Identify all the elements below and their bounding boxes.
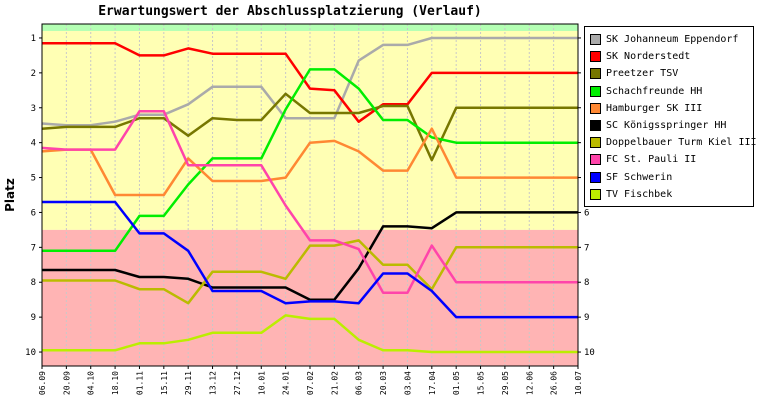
legend-label: Preetzer TSV xyxy=(606,68,679,80)
legend-swatch xyxy=(590,171,601,183)
series-line-2 xyxy=(41,92,578,162)
x-tick-label: 10.01 xyxy=(257,371,266,395)
y-tick-label-left: 2 xyxy=(31,69,36,79)
x-tick-label: 13.12 xyxy=(209,371,218,395)
x-tick-label: 04.10 xyxy=(87,371,96,395)
series-line-0 xyxy=(41,36,578,127)
x-tick-label: 26.06 xyxy=(550,371,559,395)
legend-item: SK Norderstedt xyxy=(585,48,753,65)
x-tick-label: 29.11 xyxy=(184,371,193,395)
y-tick-label-left: 5 xyxy=(31,174,36,184)
x-tick-label: 17.04 xyxy=(428,371,437,395)
x-tick-label: 15.11 xyxy=(160,371,169,395)
legend-label: SK Norderstedt xyxy=(606,51,691,63)
x-tick-label: 21.02 xyxy=(330,371,339,395)
legend-swatch xyxy=(590,34,601,46)
x-tick-label: 29.05 xyxy=(501,371,510,395)
legend-swatch xyxy=(590,51,601,63)
y-tick-label-left: 6 xyxy=(31,208,36,218)
legend-item: FC St. Pauli II xyxy=(585,151,753,168)
y-tick-label-right: 6 xyxy=(584,208,589,218)
y-tick-label-right: 9 xyxy=(584,313,589,323)
x-tick-label: 07.02 xyxy=(306,371,315,395)
legend-item: SF Schwerin xyxy=(585,169,753,186)
x-tick-label: 12.06 xyxy=(525,371,534,395)
legend-swatch xyxy=(590,102,601,114)
chart-title: Erwartungswert der Abschlussplatzierung … xyxy=(98,4,482,19)
x-tick-label: 06.09 xyxy=(38,371,47,395)
x-tick-label: 18.10 xyxy=(111,371,120,395)
x-tick-label: 10.07 xyxy=(574,371,583,395)
y-axis-label: Platz xyxy=(3,178,17,212)
legend-swatch xyxy=(590,85,601,97)
series-line-4 xyxy=(41,127,578,197)
series-line-8 xyxy=(42,200,578,319)
legend-label: Doppelbauer Turm Kiel III xyxy=(606,137,757,149)
series-line-7 xyxy=(41,109,578,294)
y-tick-label-right: 10 xyxy=(584,348,595,358)
series-line-1 xyxy=(42,41,578,123)
legend-swatch xyxy=(590,68,601,80)
legend-label: FC St. Pauli II xyxy=(606,154,697,166)
legend-item: SC Königsspringer HH xyxy=(585,117,753,134)
x-tick-label: 01.05 xyxy=(452,371,461,395)
legend-swatch xyxy=(590,154,601,166)
y-tick-label-left: 10 xyxy=(25,348,36,358)
x-tick-label: 06.03 xyxy=(355,371,364,395)
x-tick-label: 15.05 xyxy=(477,371,486,395)
series-line-3 xyxy=(42,68,578,253)
x-tick-label: 20.03 xyxy=(379,371,388,395)
legend-swatch xyxy=(590,188,601,200)
y-tick-label-right: 8 xyxy=(584,278,589,288)
legend-label: SF Schwerin xyxy=(606,171,673,183)
legend-item: Schachfreunde HH xyxy=(585,83,753,100)
legend-item: TV Fischbek xyxy=(585,186,753,203)
x-tick-label: 03.04 xyxy=(403,371,412,395)
series-line-9 xyxy=(42,314,578,354)
x-tick-label: 27.12 xyxy=(233,371,242,395)
background-band-0 xyxy=(42,24,578,31)
legend-label: TV Fischbek xyxy=(606,188,673,200)
x-tick-label: 20.09 xyxy=(62,371,71,395)
legend-item: SK Johanneum Eppendorf xyxy=(585,31,753,48)
legend-item: Doppelbauer Turm Kiel III xyxy=(585,134,757,151)
legend-item: Hamburger SK III xyxy=(585,100,753,117)
legend-label: Hamburger SK III xyxy=(606,102,703,114)
y-tick-label-right: 7 xyxy=(584,243,589,253)
legend-label: SK Johanneum Eppendorf xyxy=(606,34,739,46)
y-tick-label-left: 3 xyxy=(31,104,36,114)
legend-swatch xyxy=(590,137,601,149)
y-tick-label-left: 9 xyxy=(31,313,36,323)
series-line-5 xyxy=(42,211,578,301)
x-tick-label: 01.11 xyxy=(135,371,144,395)
legend: SK Johanneum Eppendorf SK Norderstedt Pree… xyxy=(584,26,757,207)
y-tick-label-left: 7 xyxy=(31,243,36,253)
series-line-6 xyxy=(42,239,578,305)
legend-swatch xyxy=(590,120,601,132)
x-tick-label: 24.01 xyxy=(282,371,291,395)
y-tick-label-left: 4 xyxy=(31,139,36,149)
y-tick-label-left: 1 xyxy=(31,34,36,44)
legend-label: SC Königsspringer HH xyxy=(606,120,727,132)
legend-item: Preetzer TSV xyxy=(585,65,753,82)
y-tick-label-left: 8 xyxy=(31,278,36,288)
legend-label: Schachfreunde HH xyxy=(606,85,703,97)
